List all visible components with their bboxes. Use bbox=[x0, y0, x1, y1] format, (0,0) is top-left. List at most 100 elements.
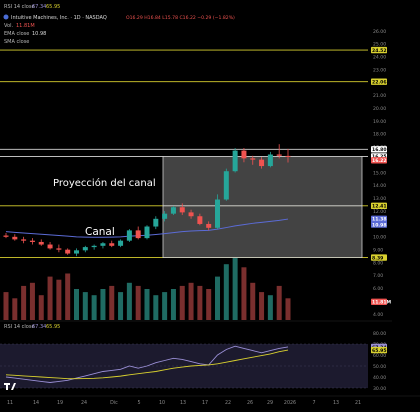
volume-bar bbox=[170, 289, 176, 320]
candle bbox=[135, 226, 141, 240]
candle-body bbox=[74, 250, 79, 254]
time-tick-label: Dic bbox=[110, 400, 118, 406]
price-tick-label: 10.00 bbox=[373, 235, 386, 241]
candle-body bbox=[179, 207, 185, 213]
price-badge-label: 8.39 bbox=[372, 255, 383, 261]
rsi-tick-label: 30.00 bbox=[373, 386, 386, 392]
candlesticks bbox=[3, 144, 291, 257]
rsi-pane-value2: 65.95 bbox=[46, 324, 60, 330]
time-tick-label: 29 bbox=[267, 400, 273, 406]
header: RSI 14 close 67.34 65.95 Intuitive Machi… bbox=[3, 4, 235, 45]
price-tick-label: 8.00 bbox=[373, 260, 383, 266]
volume-bar bbox=[259, 292, 265, 320]
price-tick-label: 24.00 bbox=[373, 55, 386, 61]
time-tick-label: 14 bbox=[33, 400, 39, 406]
candle bbox=[118, 239, 124, 248]
price-badge bbox=[371, 254, 387, 261]
time-tick-label: 17 bbox=[202, 400, 208, 406]
price-tick-label: 4.00 bbox=[373, 312, 383, 318]
candle bbox=[179, 203, 185, 215]
candle bbox=[206, 221, 212, 231]
candle-body bbox=[21, 239, 27, 241]
price-badge-label: 11.38 bbox=[372, 217, 387, 223]
volume-bar bbox=[206, 289, 212, 320]
candle-body bbox=[12, 236, 18, 240]
time-tick-label: 11 bbox=[7, 400, 13, 406]
candle-body bbox=[135, 230, 141, 239]
candle-body bbox=[285, 155, 291, 157]
candle-body bbox=[206, 223, 212, 228]
candle-body bbox=[170, 207, 176, 214]
volume-bars bbox=[3, 258, 291, 320]
price-tick-label: 21.00 bbox=[373, 93, 386, 99]
price-badge-label: 16.22 bbox=[372, 158, 387, 164]
volume-value: 11.81M bbox=[16, 23, 35, 29]
volume-bar bbox=[82, 292, 88, 320]
time-tick-label: 13 bbox=[333, 400, 339, 406]
candle-body bbox=[153, 218, 159, 227]
candle-body bbox=[100, 243, 106, 246]
price-badge bbox=[371, 46, 387, 54]
volume-bar bbox=[109, 285, 115, 320]
candle bbox=[109, 240, 115, 248]
channel-projection-label: Proyección del canal bbox=[53, 177, 156, 189]
volume-bar bbox=[29, 282, 35, 320]
volume-bar bbox=[65, 273, 71, 320]
candle-body bbox=[65, 249, 71, 254]
channel-boxes bbox=[162, 156, 363, 258]
candle-body bbox=[188, 212, 194, 217]
candle-body bbox=[38, 241, 44, 245]
volume-bar bbox=[21, 285, 27, 320]
candle bbox=[21, 236, 27, 244]
volume-bar bbox=[56, 279, 62, 320]
candle bbox=[56, 244, 62, 253]
candle-body bbox=[144, 226, 150, 239]
time-tick-label: 10 bbox=[159, 400, 165, 406]
candle bbox=[91, 244, 97, 250]
candle-body bbox=[118, 240, 124, 246]
volume-bar bbox=[162, 292, 168, 320]
tradingview-logo-icon bbox=[4, 383, 16, 390]
price-badge bbox=[371, 78, 387, 85]
candle bbox=[29, 238, 35, 245]
price-axis[interactable]: 26.0025.0024.0023.0022.0021.0020.0019.00… bbox=[371, 0, 420, 320]
volume-bar bbox=[250, 282, 256, 320]
volume-bar bbox=[215, 276, 220, 320]
candle-body bbox=[197, 216, 203, 224]
price-tick-label: 6.00 bbox=[373, 286, 383, 292]
rsi-line bbox=[5, 345, 289, 383]
time-tick-label: 2026 bbox=[284, 400, 296, 406]
price-tick-label: 12.00 bbox=[373, 209, 386, 215]
volume-bar bbox=[285, 298, 291, 320]
candle-body bbox=[109, 243, 115, 246]
price-tick-label: 7.00 bbox=[373, 273, 383, 279]
candle bbox=[65, 248, 71, 255]
rsi-top-label: RSI 14 close bbox=[4, 4, 35, 10]
ticker-title[interactable]: Intuitive Machines, Inc. · 1D · NASDAQ bbox=[11, 15, 107, 21]
candle bbox=[170, 205, 176, 215]
time-axis[interactable]: 11 14 19 24 Dic 5 10 13 17 22 26 29 2026 7 13 21 bbox=[0, 395, 420, 406]
volume-bar bbox=[276, 285, 282, 320]
candle-body bbox=[241, 150, 247, 159]
candle bbox=[3, 232, 9, 239]
price-tick-label: 25.00 bbox=[373, 42, 386, 48]
channel-box bbox=[162, 205, 363, 258]
volume-bar bbox=[188, 282, 194, 320]
time-tick-label: 22 bbox=[225, 400, 231, 406]
rsi-pane-value1: 67.34 bbox=[32, 324, 46, 330]
candle bbox=[74, 248, 79, 257]
rsi-ma-line bbox=[5, 349, 289, 380]
candle-body bbox=[250, 158, 256, 160]
volume-bar bbox=[144, 289, 150, 320]
price-badge-label: 12.41 bbox=[372, 204, 387, 210]
candle bbox=[188, 209, 194, 219]
candle bbox=[232, 148, 238, 173]
time-tick-label: 24 bbox=[81, 400, 87, 406]
candle bbox=[215, 194, 220, 230]
time-tick-label: 21 bbox=[355, 400, 361, 406]
volume-bar bbox=[47, 276, 53, 320]
symbol-logo-icon bbox=[3, 14, 9, 20]
volume-bar bbox=[74, 289, 79, 320]
